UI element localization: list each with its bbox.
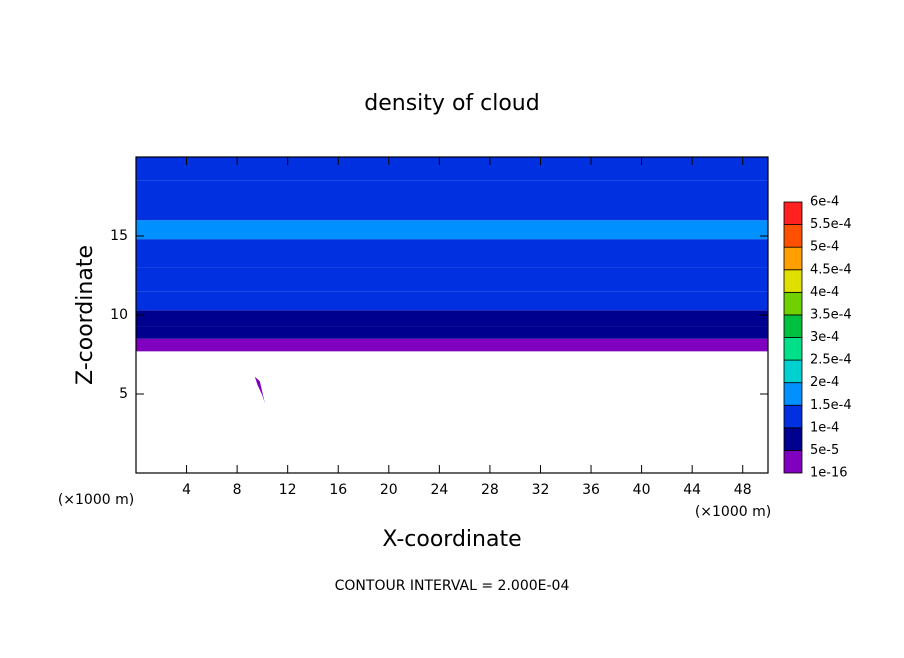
contour-patch <box>254 376 265 404</box>
colorbar-label: 4e-4 <box>810 285 839 300</box>
x-tick-label: 36 <box>582 482 600 498</box>
colorbar-label: 5.5e-4 <box>810 217 852 232</box>
chart-title: density of cloud <box>364 91 539 116</box>
colorbar-label: 4.5e-4 <box>810 262 852 277</box>
x-tick-label: 28 <box>481 482 499 498</box>
colorbar-label: 5e-4 <box>810 240 839 255</box>
colorbar-label: 1.5e-4 <box>810 398 852 413</box>
x-tick-label: 48 <box>734 482 752 498</box>
colorbar-label: 2.5e-4 <box>810 353 852 368</box>
colorbar-label: 2e-4 <box>810 375 839 390</box>
colorbar-box <box>783 450 803 474</box>
x-tick-label: 32 <box>532 482 550 498</box>
x-tick-label: 4 <box>182 482 191 498</box>
x-axis-label: X-coordinate <box>382 527 521 552</box>
x-tick-label: 20 <box>380 482 398 498</box>
x-tick-label: 44 <box>683 482 701 498</box>
contour-band <box>136 267 768 292</box>
contour-band <box>136 291 768 311</box>
colorbar-box <box>783 337 803 361</box>
colorbar-box <box>783 359 803 384</box>
colorbar-box <box>783 291 803 316</box>
x-tick-label: 8 <box>233 482 242 498</box>
y-tick-label: 15 <box>110 228 128 244</box>
colorbar-box <box>783 382 803 406</box>
colorbar-label: 6e-4 <box>810 195 839 210</box>
x-tick-label: 12 <box>279 482 297 498</box>
contour-band <box>136 220 768 240</box>
colorbar-box <box>783 246 803 271</box>
x-tick-label: 40 <box>633 482 651 498</box>
footer: CONTOUR INTERVAL = 2.000E-04 <box>335 578 570 594</box>
colorbar-label: 1e-4 <box>810 420 839 435</box>
colorbar-label: 1e-16 <box>810 466 848 481</box>
contour-band <box>136 338 768 352</box>
y-tick-label: 5 <box>119 386 128 402</box>
y-tick-label: 10 <box>110 307 128 323</box>
contour-band <box>136 326 768 339</box>
y-axis-label: Z-coordinate <box>73 245 98 385</box>
y-unit-label: (×1000 m) <box>58 492 134 508</box>
colorbar-box <box>783 269 803 293</box>
contour-band <box>136 157 768 181</box>
contour-band <box>136 239 768 268</box>
colorbar-label: 3e-4 <box>810 330 839 345</box>
x-tick-label: 24 <box>430 482 448 498</box>
colorbar-box <box>783 427 803 451</box>
colorbar-box <box>783 201 803 225</box>
contour-band <box>136 310 768 327</box>
colorbar-box <box>783 314 803 338</box>
colorbar-box <box>783 224 803 248</box>
colorbar-label: 3.5e-4 <box>810 307 852 322</box>
colorbar-box <box>783 404 803 429</box>
x-unit-label: (×1000 m) <box>695 504 771 520</box>
contour-band <box>136 180 768 221</box>
colorbar-label: 5e-5 <box>810 443 839 458</box>
x-tick-label: 16 <box>329 482 347 498</box>
